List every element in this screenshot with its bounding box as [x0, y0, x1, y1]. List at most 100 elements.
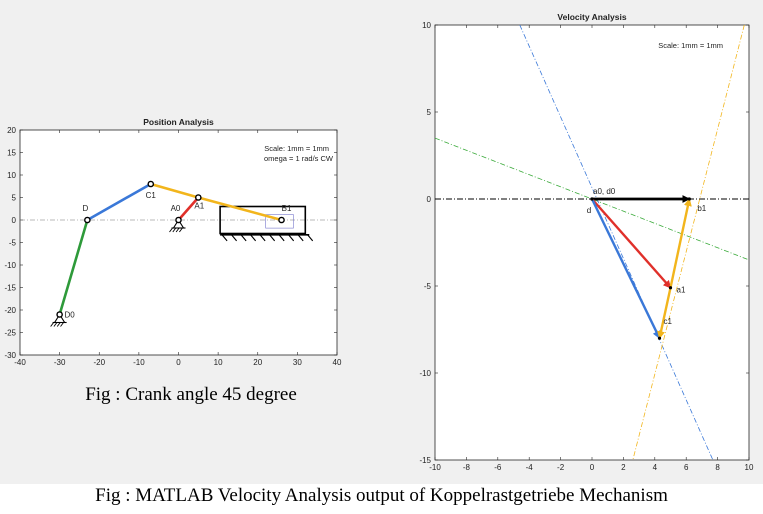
support-hatch: [179, 227, 183, 233]
link-a1-b1: [197, 196, 283, 222]
x-tick-label: 40: [333, 358, 342, 367]
y-tick-label: -15: [4, 284, 16, 293]
support-hatch: [50, 322, 54, 327]
y-tick-label: 5: [12, 194, 17, 203]
point-label-d: D: [82, 204, 88, 213]
velocity-plot-area: [434, 24, 750, 461]
link-d0-d: [58, 218, 89, 316]
y-tick-label: 0: [12, 216, 17, 225]
y-tick-label: -20: [4, 306, 16, 315]
slider-block: [219, 205, 307, 235]
joint-d0: [56, 311, 63, 318]
support-hatch: [169, 227, 173, 233]
joint-b1: [278, 216, 285, 224]
x-tick-label: -40: [14, 358, 26, 367]
construction-line: [519, 25, 714, 460]
joint-a0: [175, 216, 182, 224]
ground-hatch: [269, 234, 276, 242]
y-tick-label: 20: [7, 126, 16, 135]
link-c1-a1: [149, 182, 200, 199]
vpoint-label-b1: b1: [697, 204, 706, 213]
vpoint-b1: [687, 197, 691, 201]
point-label-c1: C1: [146, 191, 157, 200]
y-tick-label: -5: [424, 282, 432, 291]
slider-inner: [265, 214, 294, 229]
scale-annotation: Scale: 1mm = 1mm: [658, 41, 723, 50]
ground-hatch: [240, 234, 247, 242]
x-tick-label: -10: [429, 463, 441, 472]
caption-main: Fig : MATLAB Velocity Analysis output of…: [95, 485, 668, 506]
scale-annotation: Scale: 1mm = 1mm: [264, 144, 329, 153]
vpoint-label-c1: c1: [664, 317, 673, 326]
position-figure: -40 -30 -20 -10 0 10 20 30 40 -30 -25 -20 -15 -10 -5 0 5…: [0, 0, 412, 484]
link-a0-a1: [177, 196, 200, 222]
construction-line: [435, 137, 749, 261]
y-tick-label: -15: [419, 456, 431, 465]
x-tick-label: -4: [526, 463, 534, 472]
support-hatch: [60, 322, 64, 327]
x-tick-label: 10: [214, 358, 223, 367]
point-label-a1: A1: [194, 202, 204, 211]
x-tick-label: 0: [176, 358, 181, 367]
vpoint-a1: [668, 286, 673, 290]
x-tick-label: -10: [133, 358, 145, 367]
x-tick-label: -8: [463, 463, 471, 472]
y-tick-label: -10: [419, 369, 431, 378]
y-tick-label: 0: [427, 195, 432, 204]
vector-a0d0-a1: [591, 198, 672, 289]
ground-hatch: [221, 234, 228, 242]
x-tick-label: 20: [253, 358, 262, 367]
chart-title: Position Analysis: [143, 117, 214, 127]
y-tick-label: -30: [4, 351, 16, 360]
x-tick-label: 8: [715, 463, 720, 472]
x-tick-label: 4: [653, 463, 658, 472]
x-tick-label: 30: [293, 358, 302, 367]
y-tick-label: 15: [7, 149, 16, 158]
x-tick-label: -6: [494, 463, 502, 472]
caption-crank-angle: Fig : Crank angle 45 degree: [85, 384, 297, 405]
velocity-plot-group: [435, 25, 749, 460]
point-label-a0: A0: [171, 204, 181, 213]
x-tick-label: 10: [745, 463, 754, 472]
link-d-c1: [86, 182, 153, 222]
vpoint-label-d: d: [587, 206, 591, 215]
x-tick-label: -2: [557, 463, 565, 472]
y-tick-label: 10: [7, 171, 16, 180]
omega-annotation: omega = 1 rad/s CW: [264, 154, 334, 163]
support-hatch: [172, 227, 177, 233]
point-label-b1: B1: [282, 204, 292, 213]
vpoint-d: [590, 197, 594, 201]
construction-line: [632, 25, 745, 460]
support-hatch: [53, 322, 58, 327]
ground-hatch: [307, 234, 314, 242]
y-tick-label: -10: [4, 261, 16, 270]
x-tick-label: 2: [621, 463, 626, 472]
vector-a1-c1: [657, 287, 672, 340]
support-hatch: [175, 227, 180, 233]
vector-a1-b1: [669, 198, 692, 288]
ground-hatch: [278, 234, 285, 242]
position-chart: -40 -30 -20 -10 0 10 20 30 40-30-25-20-15-10-505…: [4, 117, 342, 367]
ground-hatch: [297, 234, 304, 242]
y-tick-label: 10: [422, 21, 431, 30]
vpoint-label-a0d0: a0, d0: [593, 187, 616, 196]
x-tick-label: 0: [590, 463, 595, 472]
ground-hatch: [231, 234, 238, 242]
vpoint-c1: [657, 336, 662, 340]
y-tick-label: 5: [427, 108, 432, 117]
y-tick-label: -5: [9, 239, 17, 248]
x-tick-label: -20: [93, 358, 105, 367]
point-label-d0: D0: [65, 311, 76, 320]
x-tick-label: 6: [684, 463, 689, 472]
support-hatch: [56, 322, 61, 327]
joint-a1: [195, 194, 202, 201]
ground-hatch: [288, 234, 295, 242]
joint-d: [84, 216, 91, 224]
vpoint-label-a1: a1: [677, 286, 686, 295]
vector-a0d0-c1: [590, 198, 661, 340]
joint-c1: [147, 180, 155, 188]
x-tick-label: -30: [54, 358, 66, 367]
velocity-figure: -10 -8 -6 -4 -2 0 2 4 6 8 10 -15 -10 -5 0 5 10 Velocity A…: [412, 0, 763, 484]
position-plot-area: [19, 129, 338, 356]
